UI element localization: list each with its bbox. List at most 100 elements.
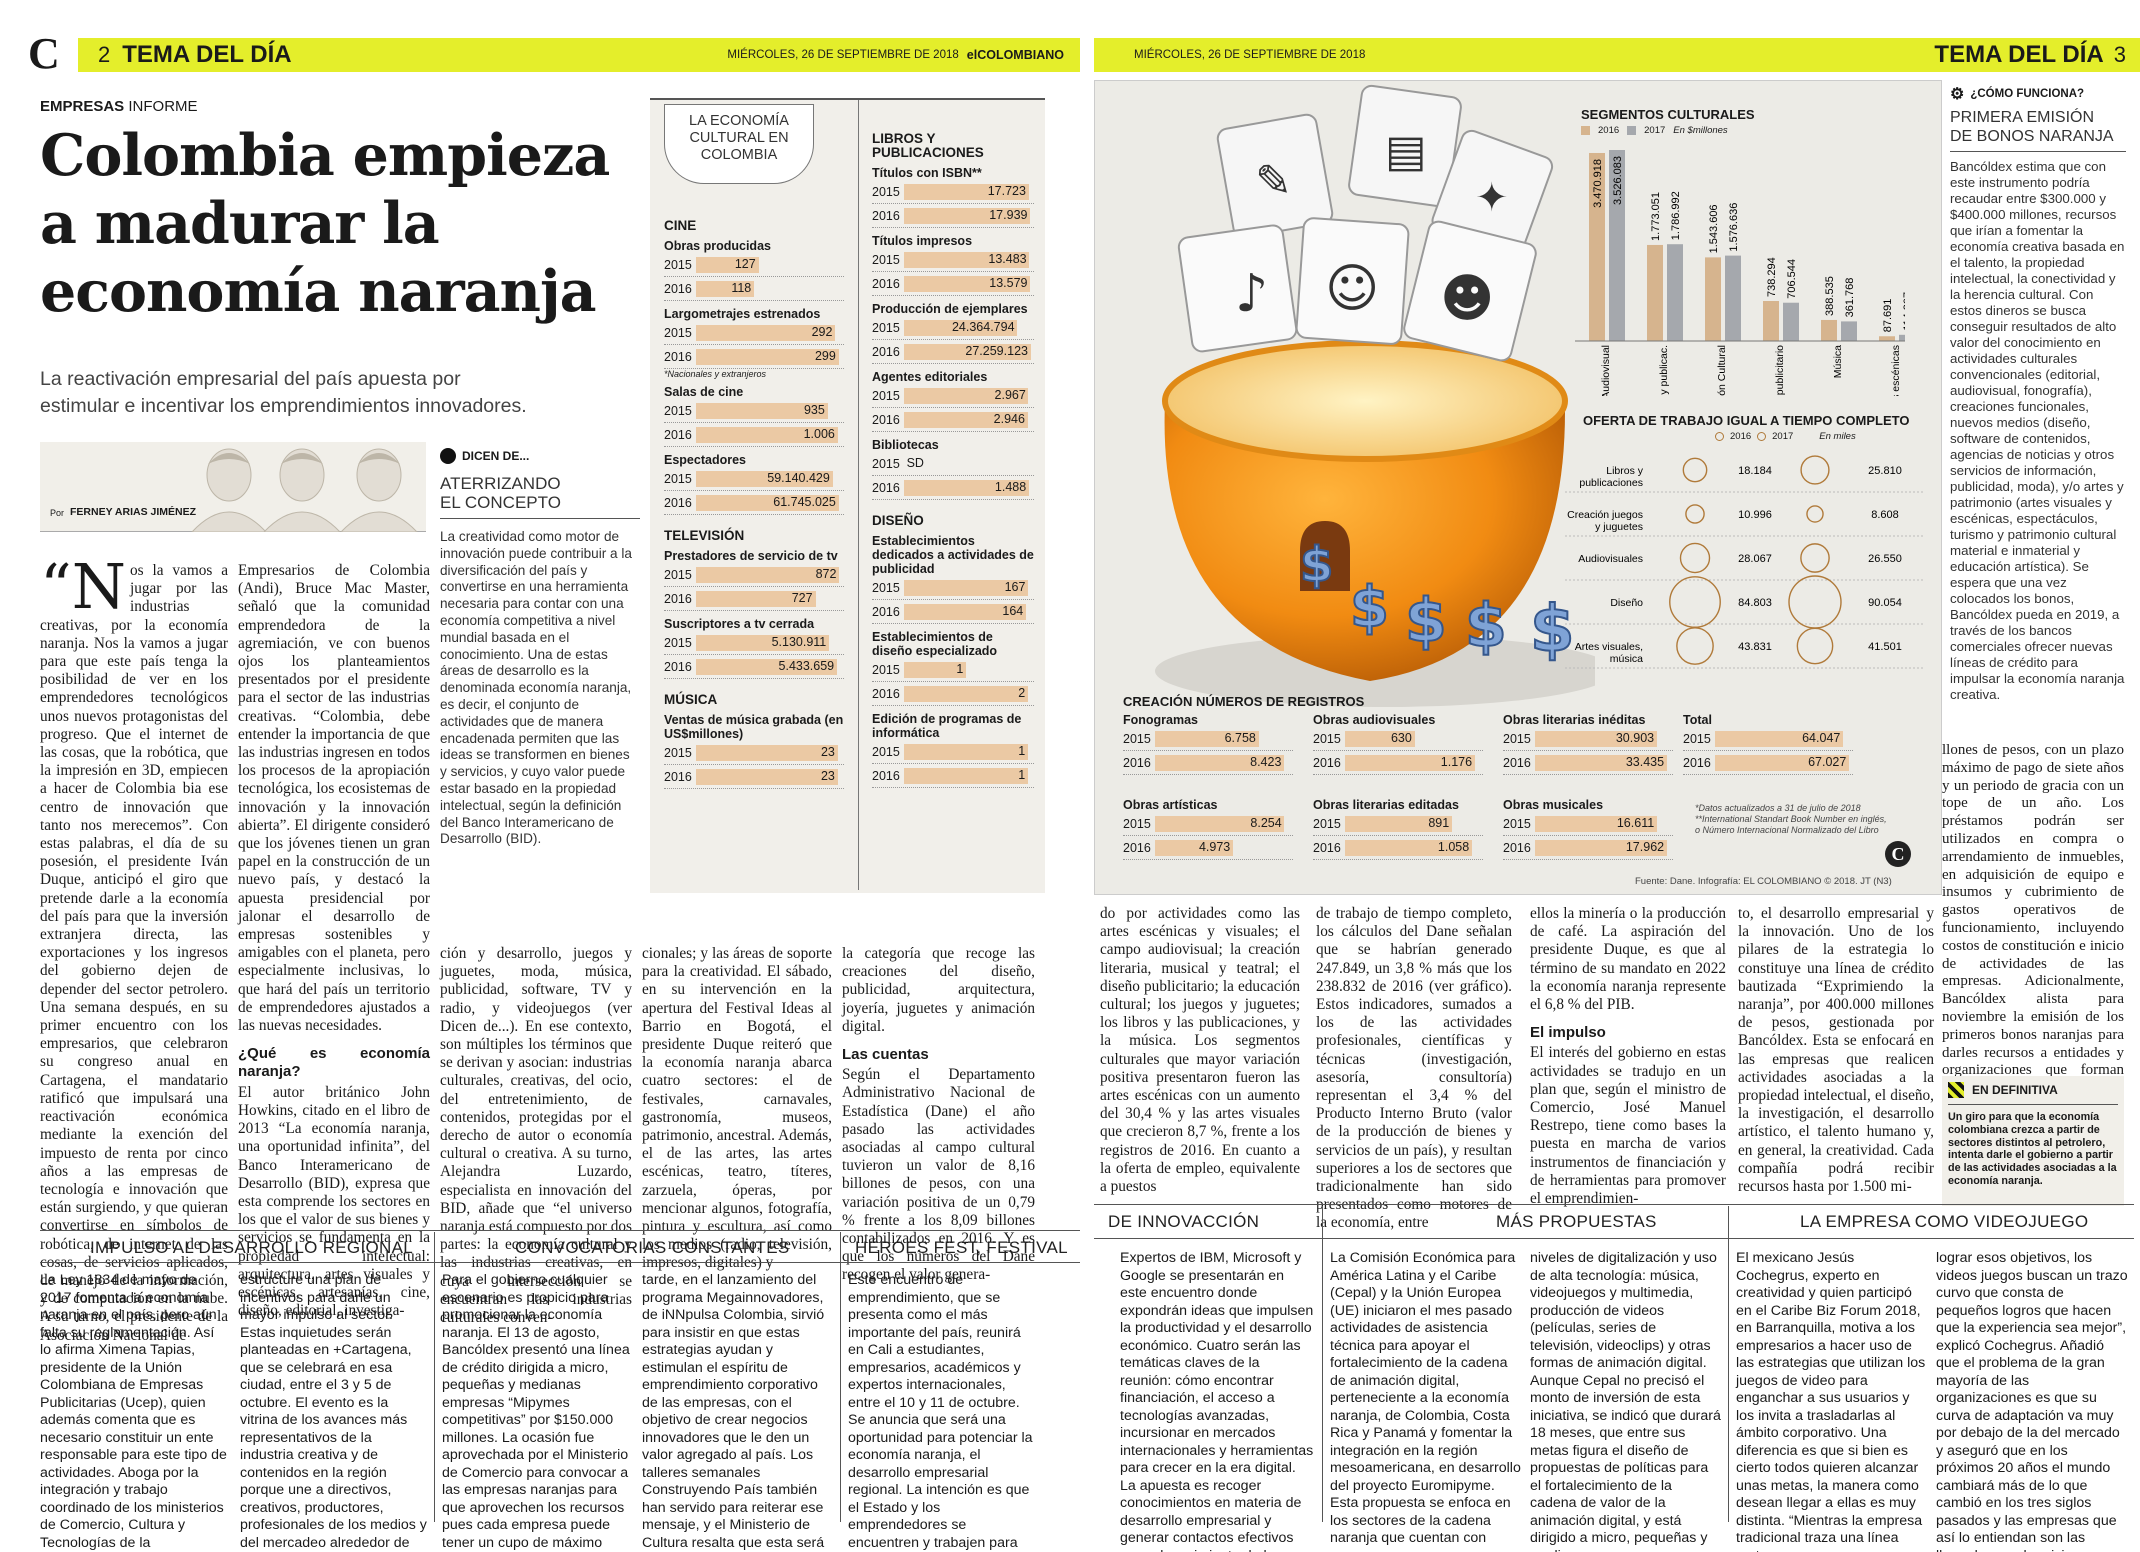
- legend-swatch-2016: [1581, 126, 1590, 135]
- bubble-mark: [1796, 627, 1834, 665]
- stat-value: 8.423: [1250, 754, 1282, 769]
- infobox-title-box: LA ECONOMÍA CULTURAL EN COLOMBIA: [664, 104, 814, 184]
- en-definitiva-label: EN DEFINITIVA: [1942, 1076, 2124, 1104]
- dropcap: “N: [40, 550, 126, 623]
- stat-bar: [904, 387, 1029, 404]
- stat-row: 2016 1.006: [664, 423, 844, 447]
- stat-value: 17.939: [989, 207, 1028, 222]
- infobox-left-col: CINE Obras producidas 2015 127 2016 118 Largom…: [664, 205, 844, 789]
- body-text: Según el Departamento Administrativo Nac…: [842, 1066, 1035, 1284]
- stat-label: Ventas de música grabada (en US$millones…: [664, 713, 844, 741]
- col-divider: [1728, 1206, 1729, 1522]
- registro-label: Obras artísticas: [1123, 798, 1218, 812]
- subhead: El impulso: [1530, 1024, 1606, 1042]
- registro-label: Obras literarias editadas: [1313, 798, 1459, 812]
- stat-year: 2016: [1123, 840, 1151, 855]
- stat-year: 2015: [1503, 731, 1531, 746]
- svg-text:♪: ♪: [1235, 264, 1268, 324]
- stat-year: 2016: [872, 412, 900, 427]
- stat-year: 2016: [872, 208, 900, 223]
- body-text: de trabajo de tiempo completo, los cálcu…: [1316, 905, 1512, 1232]
- en-definitiva-body: Un giro para que la economía colombiana …: [1948, 1111, 2117, 1187]
- stat-year: 2015: [664, 403, 692, 418]
- registro-bar: [1535, 730, 1657, 747]
- body-text: la categoría que recoge las creaciones d…: [842, 945, 1035, 1035]
- kicker-bold: EMPRESAS: [40, 98, 125, 115]
- credits: Fuente: Dane. Infografía: EL COLOMBIANO …: [1635, 876, 1892, 887]
- stat-row: 2016 727: [664, 587, 844, 611]
- stat-year: 2015: [664, 325, 692, 340]
- byline-prefix: Por: [50, 508, 65, 518]
- section-title: TEMA DEL DÍA: [1934, 41, 2104, 68]
- oferta-chart: Libros y publicaciones 18.184 25.810 Creació…: [1565, 455, 1925, 669]
- infobox-section: LIBROS Y PUBLICACIONES: [872, 131, 984, 160]
- stat-value: 118: [731, 280, 752, 295]
- bubble-value: 28.067: [1738, 553, 1772, 565]
- stat-label: Bibliotecas: [872, 438, 939, 452]
- chart-bar: [1647, 244, 1663, 341]
- registro-bar: [1155, 839, 1233, 856]
- registro-bar: [1345, 815, 1452, 832]
- stat-row: 2016 1.488: [872, 476, 1034, 500]
- stat-bar: [904, 183, 1029, 200]
- stat-year: 2016: [872, 480, 900, 495]
- chart-bar: [1609, 150, 1625, 341]
- infobox-section: TELEVISIÓN: [664, 528, 745, 543]
- stat-row: 2016 2: [872, 682, 1034, 706]
- bubble-category: Artes visuales, música: [1575, 641, 1643, 665]
- stat-label: Largometrajes estrenados: [664, 307, 821, 321]
- stat-row: 2016 61.745.025: [664, 491, 844, 515]
- stat-row: 2016 2.946: [872, 408, 1034, 432]
- dicen-de-box: DICEN DE... ATERRIZANDO EL CONCEPTO La c…: [440, 448, 640, 938]
- bubble-mark: [1806, 505, 1824, 523]
- stat-year: 2016: [1503, 755, 1531, 770]
- col-divider: [1322, 1206, 1323, 1522]
- bottom-text: La Comisión Económica para América Latin…: [1330, 1250, 1521, 1552]
- svg-text:✎: ✎: [1255, 156, 1292, 207]
- bubble-value: 41.501: [1868, 641, 1902, 653]
- registro-row: 2016 1.176: [1313, 751, 1483, 775]
- stat-year: 2015: [872, 388, 900, 403]
- body-text: ción y desarrollo, juegos y juguetes, mo…: [440, 945, 633, 1327]
- stat-year: 2016: [664, 427, 692, 442]
- chart-value-label: 706.544: [1786, 259, 1798, 299]
- bubble-mark: [1682, 457, 1708, 483]
- registro-row: 2015 16.611: [1503, 812, 1673, 836]
- stat-year: 2015: [872, 184, 900, 199]
- infobox-right-col: LIBROS Y PUBLICACIONES Títulos con ISBN**…: [872, 118, 1034, 788]
- kicker-light: INFORME: [128, 98, 198, 115]
- registro-row: 2016 1.058: [1313, 836, 1483, 860]
- stat-value: 1.006: [803, 426, 835, 441]
- bottom-text: Este encuentro de emprendimiento, que se…: [848, 1272, 1033, 1551]
- stat-year: 2016: [1123, 755, 1151, 770]
- stat-label: Edición de programas de informática: [872, 712, 1022, 740]
- chart-title-oferta: OFERTA DE TRABAJO IGUAL A TIEMPO COMPLET…: [1583, 413, 1910, 428]
- deck-line: estimular e incentivar los emprendimient…: [40, 395, 527, 417]
- como-funciona-box: ⚙ ¿CÓMO FUNCIONA? PRIMERA EMISIÓN DE BONO…: [1950, 84, 2126, 734]
- body-col-r2: de trabajo de tiempo completo, los cálcu…: [1316, 905, 1512, 1231]
- body-text: El interés del gobierno en estas activid…: [1530, 1044, 1726, 1208]
- stat-bar: [696, 566, 840, 583]
- bottom-head-r1: DE INNOVACCIÓN: [1108, 1212, 1260, 1231]
- registro-label: Obras audiovisuales: [1313, 713, 1436, 727]
- stat-year: 2016: [1313, 755, 1341, 770]
- deck: La reactivación empresarial del país apu…: [40, 366, 640, 420]
- bottom-text: La Ley 1834 de mayo de 2017 fomenta la e…: [40, 1272, 227, 1551]
- stat-label: Salas de cine: [664, 385, 744, 399]
- stat-year: 2015: [872, 252, 900, 267]
- stat-bar: [904, 603, 1026, 620]
- stat-row: 2016 27.259.123: [872, 340, 1034, 364]
- stat-value: 16.611: [1616, 815, 1655, 830]
- stat-year: 2016: [664, 769, 692, 784]
- body-text: Empresarios de Colombia (Andi), Bruce Ma…: [238, 562, 430, 1035]
- bottom-head-r3: LA EMPRESA COMO VIDEOJUEGO: [1800, 1212, 2089, 1231]
- stat-bar: [904, 479, 1029, 496]
- stat-bar: [696, 348, 839, 365]
- stat-value: 872: [815, 566, 837, 581]
- stat-bar: [904, 579, 1029, 596]
- stat-label: Espectadores: [664, 453, 746, 467]
- headline-line: Colombia empieza: [40, 122, 610, 189]
- registro-row: 2016 33.435: [1503, 751, 1673, 775]
- stat-bar: [696, 634, 830, 651]
- stat-year: 2015: [872, 662, 900, 677]
